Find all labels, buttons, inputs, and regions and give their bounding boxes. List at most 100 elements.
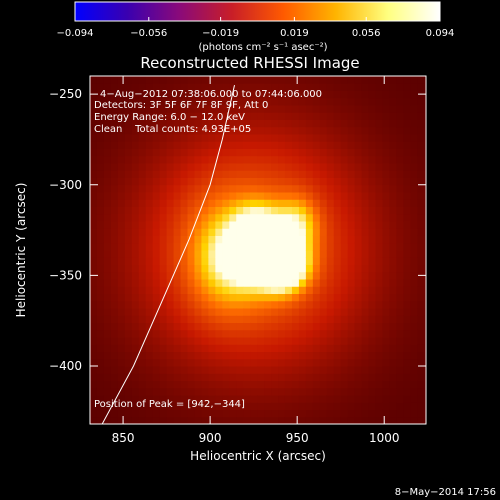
heatmap-cell bbox=[194, 402, 202, 410]
heatmap-cell bbox=[284, 141, 293, 149]
heatmap-cell bbox=[187, 213, 195, 222]
heatmap-cell bbox=[347, 90, 356, 99]
heatmap-cell bbox=[382, 134, 390, 142]
heatmap-cell bbox=[312, 358, 321, 367]
heatmap-cell bbox=[375, 315, 383, 323]
heatmap-cell bbox=[278, 286, 286, 294]
heatmap-cell bbox=[229, 126, 237, 135]
heatmap-cell bbox=[347, 329, 356, 338]
heatmap-cell bbox=[354, 206, 363, 215]
heatmap-cell bbox=[208, 344, 216, 352]
heatmap-cell bbox=[424, 177, 426, 186]
heatmap-cell bbox=[103, 286, 112, 294]
heatmap-cell bbox=[208, 141, 216, 149]
heatmap-cell bbox=[173, 387, 182, 396]
heatmap-cell bbox=[145, 264, 154, 273]
heatmap-cell bbox=[361, 395, 370, 403]
heatmap-cell bbox=[222, 250, 230, 258]
heatmap-cell bbox=[152, 192, 161, 200]
heatmap-cell bbox=[312, 337, 321, 345]
heatmap-cell bbox=[201, 271, 209, 280]
heatmap-cell bbox=[117, 395, 126, 403]
heatmap-cell bbox=[159, 105, 168, 113]
heatmap-cell bbox=[145, 126, 154, 135]
heatmap-cell bbox=[368, 134, 377, 142]
heatmap-cell bbox=[117, 242, 126, 251]
heatmap-cell bbox=[410, 409, 418, 418]
heatmap-cell bbox=[389, 293, 397, 302]
heatmap-cell bbox=[257, 279, 265, 287]
heatmap-cell bbox=[173, 184, 182, 193]
heatmap-cell bbox=[361, 112, 370, 120]
heatmap-cell bbox=[131, 192, 140, 200]
heatmap-cell bbox=[305, 199, 314, 207]
heatmap-cell bbox=[166, 308, 175, 316]
heatmap-cell bbox=[243, 184, 251, 193]
heatmap-cell bbox=[298, 242, 307, 251]
heatmap-cell bbox=[257, 322, 265, 331]
heatmap-cell bbox=[243, 206, 251, 215]
heatmap-cell bbox=[110, 126, 119, 135]
heatmap-cell bbox=[396, 380, 404, 389]
heatmap-cell bbox=[138, 402, 147, 410]
heatmap-cell bbox=[194, 206, 202, 215]
heatmap-cell bbox=[250, 373, 258, 381]
heatmap-cell bbox=[354, 344, 363, 352]
heatmap-cell bbox=[368, 119, 377, 128]
heatmap-cell bbox=[326, 293, 335, 302]
heatmap-cell bbox=[340, 293, 349, 302]
heatmap-cell bbox=[257, 308, 265, 316]
heatmap-cell bbox=[368, 105, 377, 113]
heatmap-cell bbox=[382, 184, 390, 193]
heatmap-cell bbox=[257, 286, 265, 294]
heatmap-cell bbox=[382, 83, 390, 91]
heatmap-cell bbox=[90, 97, 98, 106]
heatmap-cell bbox=[278, 271, 286, 280]
heatmap-cell bbox=[340, 344, 349, 352]
heatmap-cell bbox=[194, 409, 202, 418]
heatmap-cell bbox=[264, 308, 272, 316]
heatmap-cell bbox=[319, 148, 328, 157]
heatmap-cell bbox=[152, 315, 161, 323]
heatmap-cell bbox=[180, 184, 188, 193]
heatmap-cell bbox=[340, 257, 349, 265]
heatmap-cell bbox=[410, 300, 418, 309]
heatmap-cell bbox=[145, 235, 154, 244]
heatmap-cell bbox=[375, 105, 383, 113]
heatmap-cell bbox=[145, 192, 154, 200]
heatmap-cell bbox=[389, 76, 397, 84]
heatmap-cell bbox=[208, 286, 216, 294]
heatmap-cell bbox=[333, 213, 342, 222]
heatmap-cell bbox=[298, 387, 307, 396]
heatmap-cell bbox=[347, 177, 356, 186]
heatmap-cell bbox=[166, 221, 175, 229]
heatmap-cell bbox=[368, 380, 377, 389]
heatmap-cell bbox=[396, 271, 404, 280]
heatmap-cell bbox=[354, 300, 363, 309]
heatmap-cell bbox=[319, 337, 328, 345]
heatmap-cell bbox=[305, 112, 314, 120]
heatmap-cell bbox=[208, 119, 216, 128]
heatmap-cell bbox=[291, 134, 300, 142]
heatmap-cell bbox=[138, 380, 147, 389]
heatmap-cell bbox=[110, 300, 119, 309]
heatmap-cell bbox=[389, 416, 397, 424]
heatmap-cell bbox=[110, 97, 119, 106]
heatmap-cell bbox=[264, 286, 272, 294]
heatmap-cell bbox=[403, 373, 411, 381]
heatmap-cell bbox=[257, 199, 265, 207]
heatmap-cell bbox=[257, 134, 265, 142]
heatmap-cell bbox=[333, 271, 342, 280]
heatmap-cell bbox=[208, 416, 216, 424]
heatmap-cell bbox=[96, 366, 105, 374]
heatmap-cell bbox=[333, 126, 342, 135]
heatmap-cell bbox=[284, 199, 293, 207]
heatmap-cell bbox=[124, 308, 133, 316]
heatmap-cell bbox=[257, 416, 265, 424]
heatmap-cell bbox=[389, 373, 397, 381]
heatmap-cell bbox=[103, 126, 112, 135]
heatmap-cell bbox=[201, 264, 209, 273]
heatmap-cell bbox=[264, 199, 272, 207]
heatmap-cell bbox=[236, 315, 244, 323]
heatmap-cell bbox=[333, 351, 342, 360]
